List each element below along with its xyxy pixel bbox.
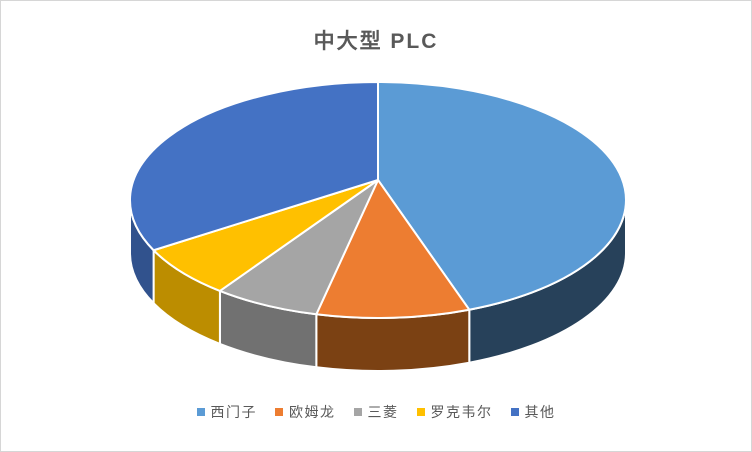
legend-item-2[interactable]: 三菱 (353, 402, 399, 422)
pie-slice-2[interactable] (218, 179, 379, 316)
legend-label: 西门子 (210, 404, 257, 420)
pie-slice-4[interactable] (129, 81, 379, 252)
legend-swatch-icon (510, 408, 519, 416)
pie-slice-1[interactable] (315, 179, 471, 319)
legend-label: 三菱 (367, 404, 399, 420)
legend-item-4[interactable]: 其他 (510, 402, 556, 422)
legend-label: 欧姆龙 (289, 404, 336, 420)
legend-item-1[interactable]: 欧姆龙 (275, 402, 336, 422)
legend-swatch-icon (416, 408, 425, 416)
legend-swatch-icon (196, 408, 205, 416)
legend-swatch-icon (353, 408, 362, 416)
legend-item-0[interactable]: 西门子 (196, 402, 258, 422)
legend-label: 其他 (524, 404, 556, 420)
chart-title: 中大型 PLC (313, 30, 439, 53)
pie-slice-3[interactable] (152, 179, 379, 292)
legend-swatch-icon (275, 408, 283, 416)
legend-label: 罗克韦尔 (430, 404, 493, 420)
legend-item-3[interactable]: 罗克韦尔 (416, 402, 493, 422)
pie-slice-0[interactable] (377, 81, 627, 311)
chart-legend: 西门子 欧姆龙 三菱 罗克韦尔 其他 (1, 402, 751, 422)
